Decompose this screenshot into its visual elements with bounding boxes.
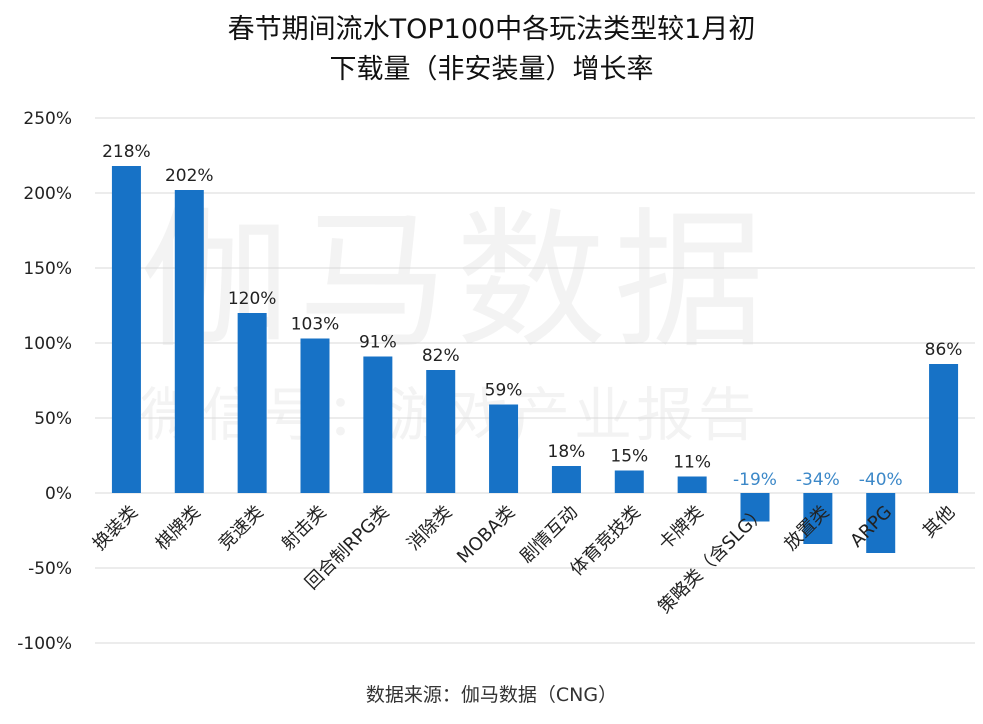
x-tick-label: MOBA类	[453, 502, 519, 568]
data-label: -34%	[796, 470, 840, 490]
x-tick-label: 策略类（含SLG）	[654, 502, 770, 618]
data-label: 120%	[228, 289, 277, 309]
y-tick-label: 100%	[23, 334, 72, 354]
x-tick-label: 剧情互动	[516, 502, 582, 568]
data-label: -19%	[733, 470, 777, 490]
bar	[551, 466, 581, 493]
bar	[111, 166, 141, 493]
data-label: 86%	[925, 340, 963, 360]
y-tick-label: -50%	[28, 559, 72, 579]
bar	[929, 364, 959, 493]
bar	[489, 404, 519, 493]
bar	[237, 313, 267, 493]
y-tick-label: 250%	[23, 109, 72, 129]
x-tick-label: 竞速类	[215, 502, 268, 555]
y-tick-label: 150%	[23, 259, 72, 279]
y-tick-label: 50%	[34, 409, 72, 429]
data-label: 82%	[422, 346, 460, 366]
bar	[426, 370, 456, 493]
data-label: 59%	[485, 381, 523, 401]
y-tick-label: 0%	[45, 484, 72, 504]
chart-title: 春节期间流水TOP100中各玩法类型较1月初 下载量（非安装量）增长率	[0, 10, 983, 90]
data-label: 11%	[673, 453, 711, 473]
bar	[300, 338, 330, 493]
bar	[614, 470, 644, 493]
y-tick-label: -100%	[17, 634, 72, 654]
data-label: 15%	[610, 447, 648, 467]
data-label: 218%	[102, 142, 151, 162]
data-label: 103%	[291, 315, 340, 335]
bar	[174, 190, 204, 493]
x-tick-label: 消除类	[403, 502, 456, 555]
data-label: 91%	[359, 333, 397, 353]
data-label: 18%	[548, 442, 586, 462]
data-source: 数据来源：伽马数据（CNG）	[365, 684, 618, 706]
chart-title-line-1: 春节期间流水TOP100中各玩法类型较1月初	[227, 14, 756, 45]
chart-title-line-2: 下载量（非安装量）增长率	[329, 54, 654, 85]
x-tick-label: 射击类	[278, 502, 331, 555]
x-tick-label: 卡牌类	[655, 502, 708, 555]
data-label: 202%	[165, 166, 214, 186]
bar	[677, 476, 707, 493]
data-label: -40%	[859, 470, 903, 490]
bar	[363, 356, 393, 493]
bar	[740, 493, 770, 522]
x-tick-label: 换装类	[89, 502, 142, 555]
y-tick-label: 200%	[23, 184, 72, 204]
bar	[803, 493, 833, 544]
x-tick-label: 棋牌类	[152, 502, 205, 555]
bar	[866, 493, 896, 553]
x-tick-label: 其他	[919, 502, 959, 542]
